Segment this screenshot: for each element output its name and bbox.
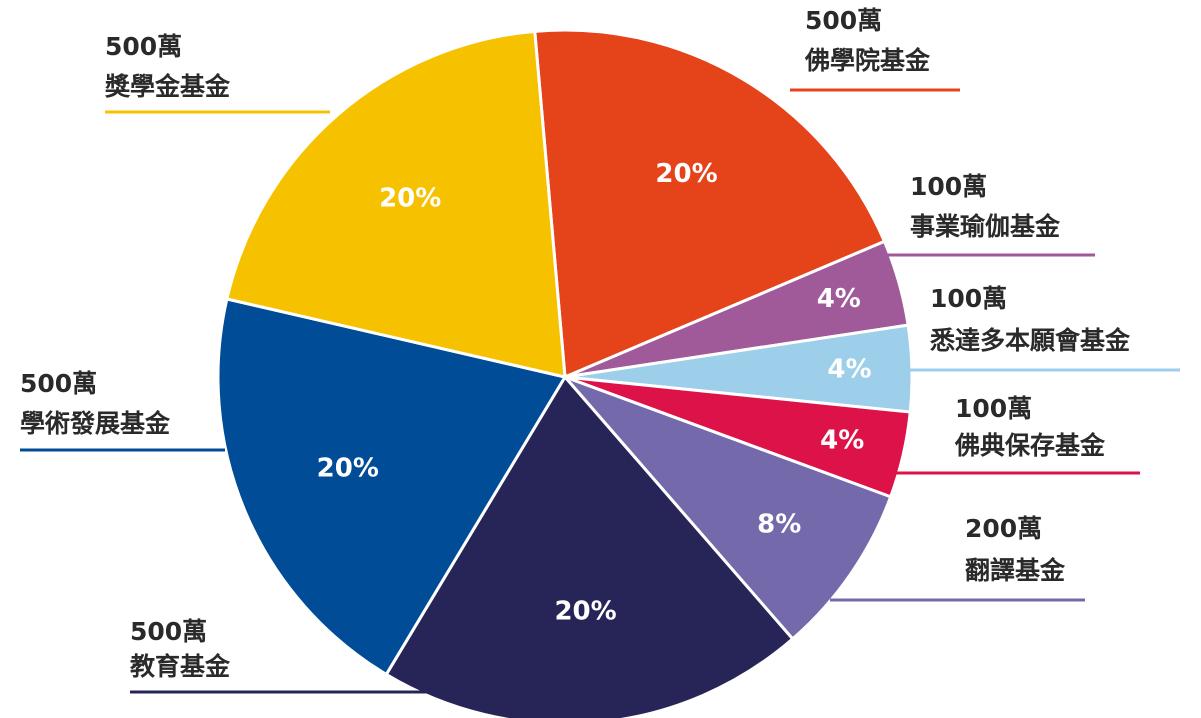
pie-slice [384, 374, 795, 718]
category-label: 翻譯基金 [965, 556, 1066, 585]
value-label: 20% [554, 597, 616, 627]
amount-label: 200萬 [965, 514, 1042, 543]
amount-label: 500萬 [20, 369, 97, 398]
pie-slice [216, 297, 568, 677]
value-label: 20% [379, 183, 441, 213]
amount-label: 500萬 [805, 6, 882, 35]
category-label: 學術發展基金 [20, 409, 171, 438]
category-label: 教育基金 [130, 652, 231, 681]
value-label: 8% [757, 509, 801, 539]
category-label: 佛典保存基金 [954, 431, 1106, 460]
pie-slice [225, 29, 567, 379]
amount-label: 500萬 [105, 32, 182, 61]
category-label: 佛學院基金 [804, 46, 931, 75]
value-label: 4% [820, 426, 864, 456]
category-label: 悉達多本願會基金 [930, 326, 1131, 355]
category-label: 獎學金基金 [104, 72, 231, 101]
pie-slice [533, 28, 887, 380]
amount-label: 100萬 [910, 172, 987, 201]
amount-label: 100萬 [930, 284, 1007, 313]
value-label: 20% [317, 454, 379, 484]
value-label: 4% [817, 284, 861, 314]
amount-label: 100萬 [955, 394, 1032, 423]
category-label: 事業瑜伽基金 [910, 212, 1061, 241]
value-label: 4% [827, 355, 871, 385]
amount-label: 500萬 [130, 617, 207, 646]
value-label: 20% [655, 159, 717, 189]
pie-slice [563, 375, 893, 642]
